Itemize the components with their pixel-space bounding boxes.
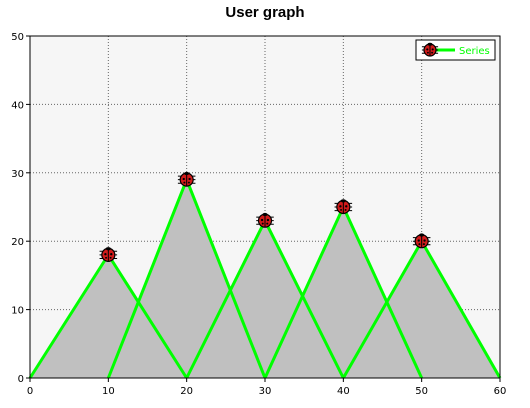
chart-title: User graph xyxy=(225,4,304,21)
ladybug-head xyxy=(105,247,111,251)
ladybug-head xyxy=(262,212,268,217)
ladybug-head xyxy=(427,42,433,46)
ladybug-spot xyxy=(266,218,270,222)
ladybug-spot xyxy=(426,48,429,51)
ladybug-spot xyxy=(431,48,434,51)
ladybug-head xyxy=(184,171,190,176)
ladybug-spot xyxy=(340,208,343,211)
ladybug-icon xyxy=(421,42,439,57)
ladybug-spot xyxy=(417,239,420,242)
ladybug-spot xyxy=(187,181,190,184)
x-tick-label: 50 xyxy=(415,386,428,397)
legend-series-label: Series xyxy=(459,46,490,57)
data-point-marker xyxy=(177,171,196,187)
ladybug-spot xyxy=(104,253,107,256)
ladybug-spot xyxy=(105,256,108,259)
x-tick-label: 0 xyxy=(27,386,33,397)
ladybug-spot xyxy=(109,256,112,259)
x-tick-label: 20 xyxy=(180,386,193,397)
ladybug-spot xyxy=(266,222,269,225)
ladybug-spot xyxy=(431,51,433,54)
ladybug-spot xyxy=(261,222,264,225)
ladybug-spot xyxy=(422,243,425,246)
data-point-marker xyxy=(99,247,118,262)
data-point-marker xyxy=(412,233,431,249)
ladybug-spot xyxy=(110,253,113,256)
y-tick-label: 40 xyxy=(11,100,24,111)
y-tick-label: 50 xyxy=(11,32,24,43)
ladybug-spot xyxy=(423,239,426,242)
data-markers xyxy=(99,171,431,262)
ladybug-spot xyxy=(345,205,348,208)
legend-box xyxy=(415,39,496,61)
x-tick-label: 30 xyxy=(259,386,272,397)
ladybug-spot xyxy=(188,177,191,181)
y-tick-label: 30 xyxy=(11,169,24,180)
x-tick-label: 60 xyxy=(494,386,507,397)
ladybug-head xyxy=(419,233,425,237)
y-tick-label: 0 xyxy=(18,374,24,385)
y-tick-label: 20 xyxy=(11,237,24,248)
legend: Series xyxy=(415,39,496,61)
axis-ticks: 0 10 20 30 40 50 60 0 10 20 30 40 50 xyxy=(11,32,506,397)
ladybug-head xyxy=(340,199,346,203)
x-tick-label: 40 xyxy=(337,386,350,397)
x-tick-label: 10 xyxy=(102,386,115,397)
area-fills xyxy=(30,179,500,378)
ladybug-spot xyxy=(427,51,429,54)
data-point-marker xyxy=(256,212,274,228)
area-triangle xyxy=(343,241,500,378)
y-tick-label: 10 xyxy=(11,306,24,317)
ladybug-spot xyxy=(418,243,421,246)
ladybug-spot xyxy=(260,218,264,222)
data-point-marker xyxy=(334,199,353,215)
ladybug-spot xyxy=(339,205,342,208)
ladybug-spot xyxy=(183,181,186,184)
ladybug-spot xyxy=(344,208,347,211)
ladybug-spot xyxy=(182,177,185,181)
